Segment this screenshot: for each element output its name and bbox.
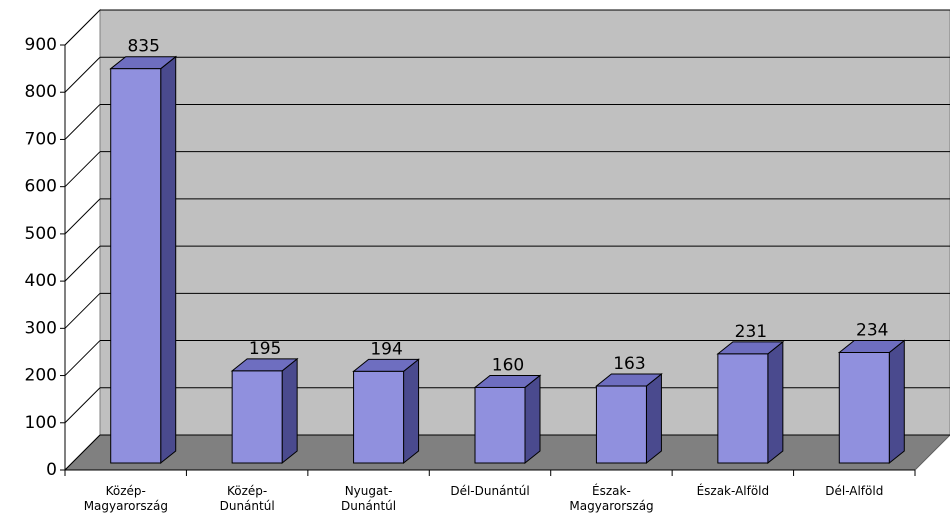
x-tick-label: Közép-Dunántúl <box>219 484 275 513</box>
value-label: 160 <box>492 355 524 375</box>
y-tick-label: 400 <box>25 271 57 291</box>
value-label: 163 <box>613 354 645 374</box>
y-tick-label: 500 <box>25 224 57 244</box>
y-tick-label: 700 <box>25 129 57 149</box>
bar-side <box>645 372 662 465</box>
bar-side <box>888 339 905 465</box>
bar-side <box>281 357 298 465</box>
y-tick-label: 0 <box>46 460 57 480</box>
grid-line <box>64 387 101 424</box>
grid-line <box>64 151 101 188</box>
x-tick-label: Észak-Alföld <box>696 484 770 498</box>
bar <box>595 385 647 464</box>
grid-line <box>64 340 101 376</box>
grid-line <box>64 104 101 140</box>
y-tick-label: 600 <box>25 177 57 197</box>
x-tick-label: Nyugat-Dunántúl <box>341 484 397 513</box>
value-label: 835 <box>127 37 159 57</box>
grid-line <box>64 434 101 471</box>
value-label: 234 <box>856 321 888 341</box>
grid-line <box>64 292 101 329</box>
value-label: 194 <box>370 339 402 359</box>
x-tick-label: Dél-Alföld <box>825 484 884 498</box>
bar <box>110 68 162 464</box>
bar <box>474 386 526 464</box>
bar-side <box>403 358 420 465</box>
value-label: 195 <box>249 339 281 359</box>
x-tick-label: Észak-Magyarország <box>569 484 654 513</box>
bar <box>353 370 405 464</box>
bar-side <box>524 374 541 465</box>
x-tick-label: Közép-Magyarország <box>83 484 168 513</box>
grid-line <box>64 245 101 282</box>
y-tick-label: 300 <box>25 318 57 338</box>
y-tick-label: 200 <box>25 366 57 386</box>
value-label: 231 <box>735 322 767 342</box>
side-wall <box>64 8 101 472</box>
bar-side <box>767 340 784 465</box>
y-tick-label: 800 <box>25 82 57 102</box>
back-wall <box>99 9 950 436</box>
y-tick-label: 900 <box>25 35 57 55</box>
bar <box>838 352 890 464</box>
bar-side <box>160 55 177 465</box>
x-tick-label: Dél-Dunántúl <box>450 484 530 498</box>
bar <box>231 370 283 464</box>
grid-line <box>64 9 101 46</box>
grid-line <box>64 198 101 235</box>
grid-line <box>64 56 101 93</box>
y-tick-label: 100 <box>25 413 57 433</box>
bar <box>717 353 769 464</box>
